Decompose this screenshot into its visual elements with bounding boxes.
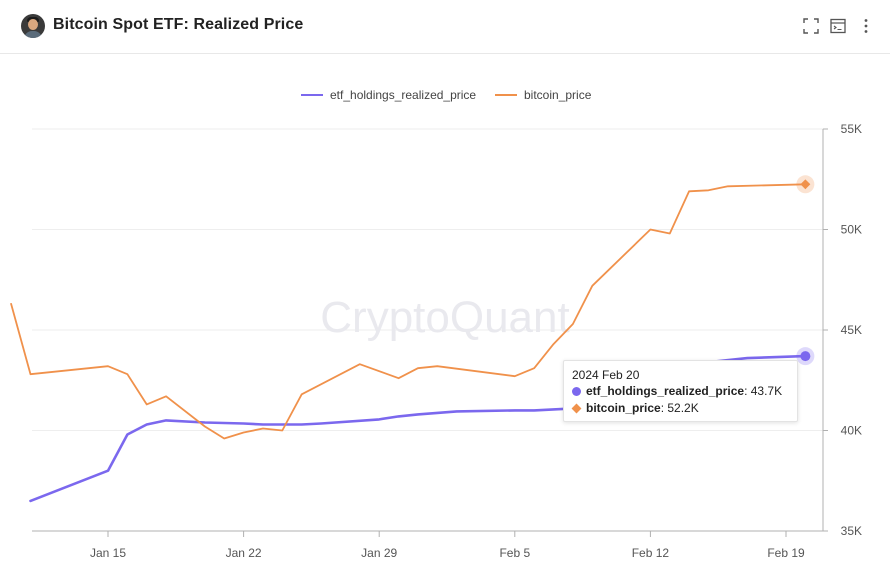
tooltip-row-etf: etf_holdings_realized_price: 43.7K xyxy=(572,383,789,399)
x-tick-label: Feb 19 xyxy=(767,546,805,560)
tooltip-dot-etf xyxy=(572,386,581,396)
watermark: CryptoQuant xyxy=(320,293,569,342)
series-lines xyxy=(10,183,807,503)
y-tick-label: 55K xyxy=(841,122,862,136)
x-tick-label: Jan 15 xyxy=(90,546,126,560)
hover-markers xyxy=(796,175,815,366)
series-line-bitcoin[interactable] xyxy=(10,183,807,440)
y-tick-label: 35K xyxy=(841,524,862,538)
axes: 35K 40K 45K 50K 55K Jan 15 Jan 22 Jan 29 Feb 5 Fe… xyxy=(32,122,862,560)
x-tick-label: Jan 29 xyxy=(361,546,397,560)
page-title: Bitcoin Spot ETF: Realized Price xyxy=(53,16,304,33)
tooltip-row-bitcoin: bitcoin_price: 52.2K xyxy=(571,400,789,416)
y-tick-label: 45K xyxy=(841,323,862,337)
x-tick-label: Feb 5 xyxy=(499,546,530,560)
y-tick-label: 40K xyxy=(841,424,862,438)
chart-tooltip: 2024 Feb 20 etf_holdings_realized_price:… xyxy=(563,360,798,422)
avatar[interactable] xyxy=(21,14,45,38)
chart-header: Bitcoin Spot ETF: Realized Price xyxy=(0,0,890,54)
legend-label-bitcoin: bitcoin_price xyxy=(524,88,592,102)
tooltip-date: 2024 Feb 20 xyxy=(572,368,640,382)
legend-label-etf: etf_holdings_realized_price xyxy=(330,88,477,102)
tooltip-name-bitcoin: bitcoin_price xyxy=(586,401,661,415)
legend-swatch-bitcoin xyxy=(495,94,517,96)
marker-bitcoin xyxy=(800,179,811,190)
x-tick-label: Feb 12 xyxy=(632,546,670,560)
tooltip-value-bitcoin: 52.2K xyxy=(667,401,699,415)
terminal-icon[interactable] xyxy=(829,17,847,35)
tooltip-diamond-bitcoin xyxy=(571,403,582,413)
tooltip-value-etf: 43.7K xyxy=(750,384,783,398)
legend-swatch-etf xyxy=(301,94,323,96)
chart-legend: etf_holdings_realized_price bitcoin_pric… xyxy=(0,88,890,104)
more-vertical-icon[interactable] xyxy=(857,17,875,35)
legend-item-etf[interactable]: etf_holdings_realized_price xyxy=(301,88,476,102)
marker-etf xyxy=(800,351,811,362)
legend-item-bitcoin[interactable]: bitcoin_price xyxy=(495,88,591,102)
fullscreen-icon[interactable] xyxy=(802,17,820,35)
y-tick-label: 50K xyxy=(841,223,862,237)
x-tick-label: Jan 22 xyxy=(226,546,262,560)
tooltip-name-etf: etf_holdings_realized_price xyxy=(586,384,745,398)
